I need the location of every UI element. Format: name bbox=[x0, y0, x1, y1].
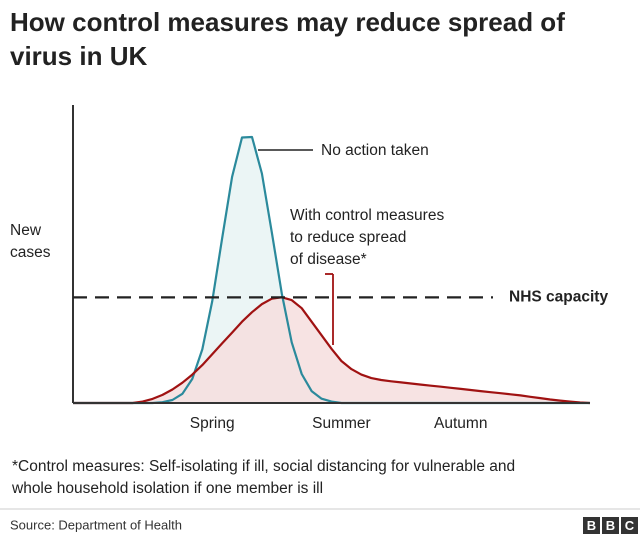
chart-title: How control measures may reduce spread o… bbox=[10, 7, 565, 37]
x-tick-label: Summer bbox=[312, 415, 371, 432]
source: Source: Department of Health bbox=[10, 517, 182, 532]
y-axis-label: cases bbox=[10, 244, 51, 261]
annotation: to reduce spread bbox=[290, 229, 406, 246]
y-axis-label: New bbox=[10, 222, 42, 239]
logo-box bbox=[602, 517, 619, 534]
logo-box bbox=[621, 517, 638, 534]
annotation: No action taken bbox=[321, 142, 429, 159]
reference-label: NHS capacity bbox=[509, 288, 608, 305]
logo-letter: B bbox=[606, 518, 615, 533]
footnote: *Control measures: Self-isolating if ill… bbox=[12, 458, 515, 475]
logo-letter: C bbox=[625, 518, 635, 533]
chart-title: virus in UK bbox=[10, 41, 147, 71]
line bbox=[73, 296, 591, 405]
x-tick-label: Spring bbox=[190, 415, 235, 432]
x-tick-label: Autumn bbox=[434, 415, 487, 432]
footnote: whole household isolation if one member … bbox=[11, 480, 323, 497]
annotation: of disease* bbox=[290, 251, 367, 268]
annotation: With control measures bbox=[290, 207, 444, 224]
logo-box bbox=[583, 517, 600, 534]
logo-letter: B bbox=[587, 518, 596, 533]
